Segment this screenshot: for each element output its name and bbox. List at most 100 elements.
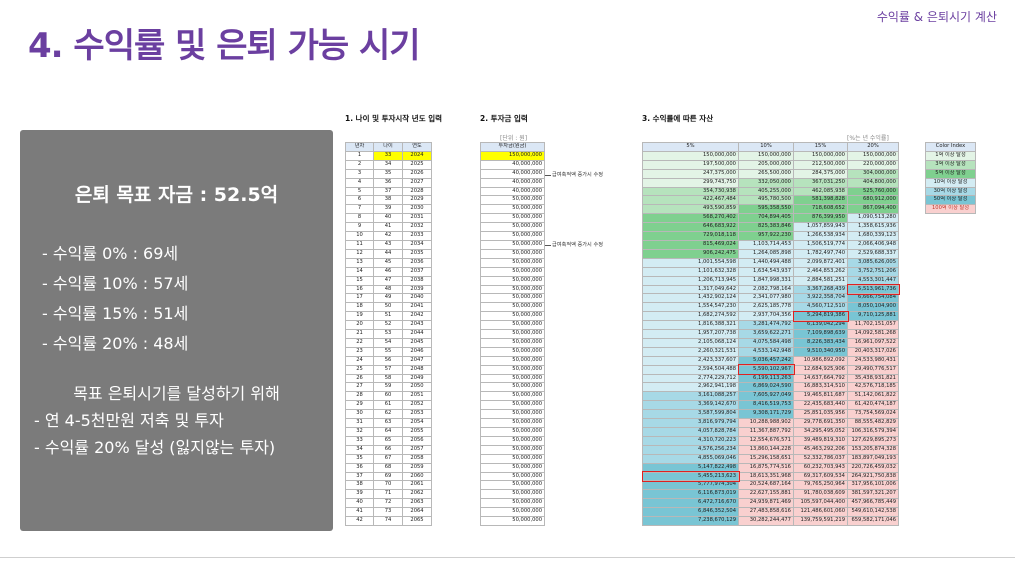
table-cell: 2028 [402,186,432,197]
table-cell: 65 [373,435,403,446]
table-cell: 50,000,000 [480,471,545,482]
asset-cell: 150,000,000 [738,150,794,161]
table-cell: 58 [373,373,403,384]
table-cell: 50,000,000 [480,444,545,455]
asset-cell: 18,613,351,968 [738,471,794,482]
table-cell: 2055 [402,427,432,437]
table-cell: 36 [345,462,374,473]
table-cell: 40,000,000 [480,186,545,197]
table-row: 50,000,000 [480,284,545,295]
asset-cell: 121,486,601,060 [793,507,848,518]
section3-title: 3. 수익률에 따른 자산 [642,114,714,123]
table-cell: 2033 [402,231,432,241]
table-cell: 2039 [402,284,432,295]
table-row: 50,000,000 [480,293,545,304]
table-row: 50,000,000 [480,355,545,366]
section2-title: 2. 투자금 입력 [480,114,528,123]
table-cell: 2038 [402,275,432,286]
table-row: 1,432,902,124 2,341,077,980 3,922,358,704 6… [642,293,899,304]
table-cell: 51 [373,311,403,322]
table-row: 1,682,274,592 2,937,704,356 5,294,819,386 9… [642,311,899,322]
asset-cell: 1,847,998,331 [738,275,794,286]
table-cell: 50,000,000 [480,507,545,518]
table-row: 4,310,720,223 12,554,676,571 39,489,819,31… [642,435,899,446]
table-row: 729,018,118 957,922,230 1,266,538,934 1,680… [642,231,899,241]
asset-cell: 24,533,980,431 [847,355,899,366]
table-cell: 17 [345,293,374,304]
table-cell: 2029 [402,195,432,206]
asset-cell: 2,099,872,401 [793,257,848,268]
summary-subtitle: 목표 은퇴시기를 달성하기 위해 [73,384,280,403]
header-tag: 수익률 & 은퇴시기 계산 [876,10,997,24]
asset-cell: 3,369,142,670 [642,400,739,411]
asset-cell: 2,464,853,262 [793,266,848,277]
asset-cell: 220,726,459,032 [847,462,899,473]
table-row: 25 57 2048 [345,364,432,375]
table-cell: 53 [373,329,403,339]
asset-cell: 150,000,000 [847,150,899,161]
table-cell: 23 [345,346,374,357]
table-cell: 20 [345,320,374,331]
table-cell: 1 [345,150,374,161]
table-cell: 42 [373,231,403,241]
table-cell: 74 [373,516,403,526]
table-row: 16 48 2039 [345,284,432,295]
asset-cell: 3,085,626,005 [847,257,899,268]
asset-cell: 8,226,383,434 [793,337,848,348]
table-cell: 10 [345,231,374,241]
table-cell: 50,000,000 [480,275,545,286]
asset-cell: 1,506,519,774 [793,239,848,250]
asset-cell: 4,533,142,948 [738,346,794,357]
table-row: 4,057,828,784 11,367,887,792 34,295,495,05… [642,427,899,437]
table-cell: 50,000,000 [480,239,545,250]
asset-cell: 16,875,774,516 [738,462,794,473]
asset-cell: 815,469,024 [642,239,739,250]
table-row: 29 61 2052 [345,400,432,411]
table-cell: 37 [345,471,374,482]
table-row: 50,000,000 [480,498,545,509]
asset-cell: 3,752,751,206 [847,266,899,277]
asset-cell: 150,000,000 [793,150,848,161]
table-cell: 13 [345,257,374,268]
table-cell: 50,000,000 [480,373,545,384]
table-row: 40 72 2063 [345,498,432,509]
table-row: 4,855,069,046 15,296,158,651 52,332,786,03… [642,453,899,464]
table-row: 354,730,938 405,255,000 462,085,938 525,760… [642,186,899,197]
table-cell: 2060 [402,471,432,482]
table-cell: 35 [345,453,374,464]
table-row: 33 65 2056 [345,435,432,446]
table-row: 17 49 2040 [345,293,432,304]
rate-header: 15% [793,142,848,152]
asset-cell: 15,296,158,651 [738,453,794,464]
table-row: 2,774,229,712 6,199,113,263 14,637,664,792… [642,373,899,384]
table-cell: 2036 [402,257,432,268]
table-cell: 50,000,000 [480,293,545,304]
table-row: 1,206,713,945 1,847,998,331 2,884,581,251 4… [642,275,899,286]
table-row: 28 60 2051 [345,391,432,402]
asset-cell: 549,610,142,538 [847,507,899,518]
table-cell: 33 [345,435,374,446]
table-cell: 50,000,000 [480,489,545,500]
table-cell: 2051 [402,391,432,402]
asset-cell: 867,094,400 [847,204,899,215]
asset-cell: 2,423,337,607 [642,355,739,366]
asset-cell: 906,242,475 [642,248,739,259]
legend-row: 1억 이상 달성 [925,150,976,161]
table-cell: 2044 [402,329,432,339]
asset-cell: 212,500,000 [793,159,848,170]
table-row: 50,000,000 [480,266,545,277]
table-row: 18 50 2041 [345,302,432,313]
table-cell: 50,000,000 [480,195,545,206]
table-cell: 2034 [402,239,432,250]
asset-cell: 659,582,171,046 [847,516,899,526]
asset-cell: 4,576,256,234 [642,444,739,455]
summary-line: - 수익률 20% : 48세 [42,334,189,353]
rate-header: 5% [642,142,739,152]
asset-cell: 2,529,688,337 [847,248,899,259]
asset-cell: 42,576,718,185 [847,382,899,393]
table-cell: 14 [345,266,374,277]
asset-cell: 25,851,035,956 [793,409,848,420]
table-row: 6,846,352,504 27,483,858,616 121,486,601,0… [642,507,899,518]
asset-cell: 680,912,000 [847,195,899,206]
table-cell: 36 [373,177,403,188]
